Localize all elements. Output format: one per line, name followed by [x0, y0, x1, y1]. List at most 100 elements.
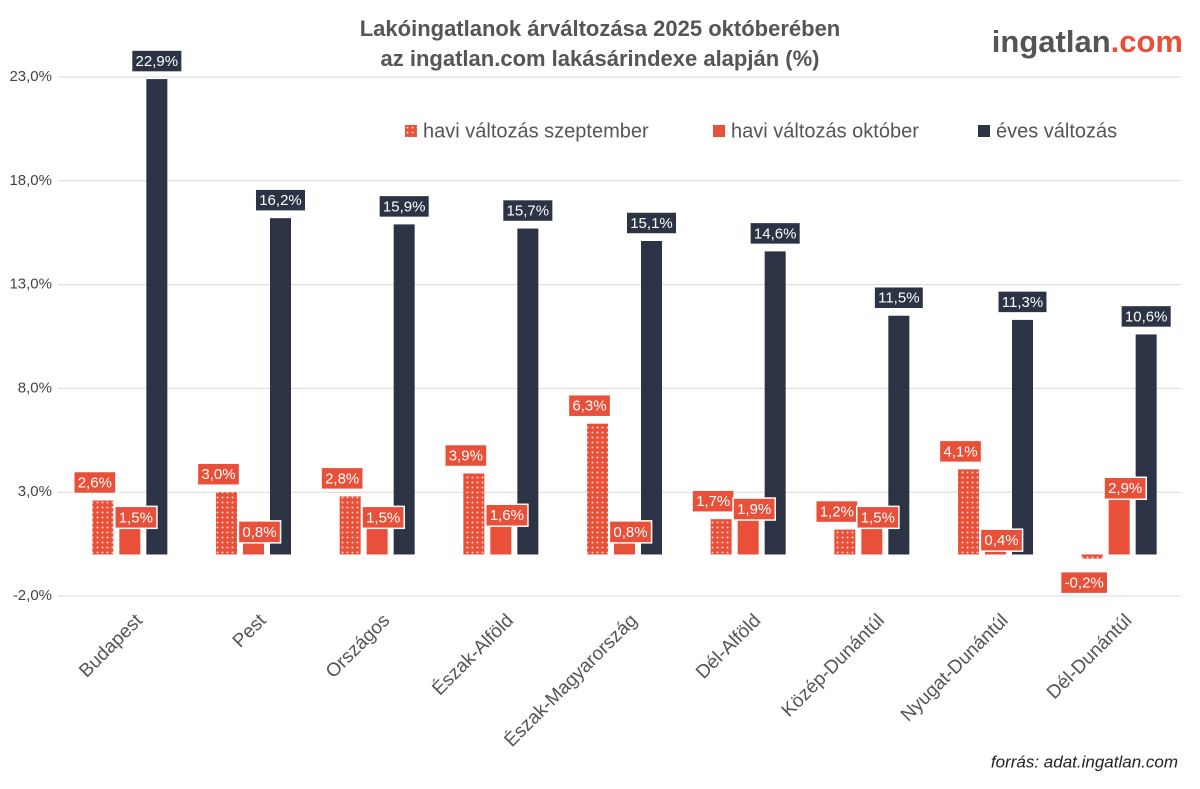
bar — [1012, 319, 1033, 555]
bar — [339, 496, 361, 555]
value-label: 2,8% — [320, 466, 365, 491]
value-label-box — [979, 528, 1024, 552]
value-label-box — [72, 470, 117, 495]
value-label-text: 16,2% — [259, 192, 302, 209]
x-tick-label: Nyugat-Dunántúl — [897, 610, 1013, 726]
x-tick-label: Budapest — [75, 610, 147, 682]
value-label: 3,9% — [443, 443, 488, 468]
value-label: 15,1% — [625, 211, 678, 235]
value-label: 1,7% — [691, 489, 736, 513]
bar — [710, 519, 732, 555]
value-label: 2,6% — [72, 470, 117, 495]
bar — [463, 473, 485, 555]
y-tick-label: 18,0% — [9, 172, 52, 189]
y-tick-label: -2,0% — [13, 587, 52, 604]
value-label: 1,5% — [855, 505, 900, 530]
value-label-text: 11,5% — [878, 290, 919, 307]
value-label-text: 1,7% — [696, 493, 730, 510]
bar — [587, 423, 608, 555]
value-label-text: 22,9% — [136, 53, 179, 70]
bar — [1135, 334, 1157, 555]
value-label-box — [130, 49, 183, 73]
value-label: 6,3% — [567, 393, 612, 418]
value-label-text: 1,5% — [366, 509, 400, 526]
value-label-text: 0,4% — [984, 532, 1018, 549]
legend-label: havi változás szeptember — [423, 120, 649, 142]
logo: ingatlan.com — [992, 24, 1183, 59]
legend-label: havi változás október — [731, 120, 919, 142]
bar — [92, 500, 114, 555]
x-tick-label: Dél-Alföld — [692, 610, 765, 683]
value-label: 1,6% — [484, 503, 529, 528]
value-label-box — [196, 462, 241, 486]
bar — [1081, 554, 1103, 559]
value-label-text: -0,2% — [1065, 575, 1104, 592]
value-label: 15,7% — [501, 198, 554, 223]
value-label: 0,4% — [979, 528, 1024, 552]
value-label-box — [873, 285, 925, 310]
value-label-box — [855, 505, 900, 530]
legend-marker — [713, 125, 725, 137]
bar — [641, 241, 662, 555]
value-label-box — [1103, 476, 1148, 501]
value-label-text: 15,1% — [630, 215, 673, 232]
bar — [393, 224, 415, 555]
value-label: 1,2% — [814, 499, 859, 524]
value-label: 0,8% — [237, 520, 282, 544]
value-label: 2,9% — [1103, 476, 1148, 501]
bar — [270, 218, 291, 555]
value-label-box — [997, 290, 1048, 314]
y-tick-label: 3,0% — [18, 483, 52, 500]
legend-marker — [405, 125, 417, 137]
value-label: 10,6% — [1120, 304, 1173, 329]
x-tick-label: Pest — [229, 610, 271, 652]
value-label-text: 1,5% — [861, 509, 895, 526]
value-label: 16,2% — [254, 188, 307, 212]
chart-title: Lakóingatlanok árváltozása 2025 októberé… — [360, 16, 841, 41]
bar — [1108, 494, 1130, 555]
value-label-box — [484, 503, 529, 528]
value-label-box — [625, 211, 678, 235]
value-label-box — [608, 520, 653, 544]
logo-name: ingatlan — [992, 24, 1111, 59]
value-label-box — [501, 198, 554, 223]
value-label-box — [1059, 570, 1109, 595]
value-label-text: 6,3% — [572, 398, 606, 415]
chart-title: az ingatlan.com lakásárindexe alapján (%… — [381, 46, 820, 71]
value-label: 22,9% — [130, 49, 183, 73]
value-label-text: 3,0% — [201, 466, 235, 483]
value-label-text: 1,5% — [119, 509, 153, 526]
y-tick-label: 13,0% — [9, 276, 52, 293]
y-tick-label: 23,0% — [9, 68, 52, 85]
logo-suffix: .com — [1111, 24, 1183, 59]
bar — [216, 492, 237, 555]
y-tick-label: 8,0% — [18, 379, 52, 396]
bar — [888, 315, 910, 555]
x-tick-label: Közép-Dunántúl — [778, 610, 889, 721]
value-label-text: 3,9% — [449, 447, 483, 464]
value-label-text: 1,6% — [490, 507, 524, 524]
value-label-text: 0,8% — [242, 524, 276, 541]
value-label: 11,5% — [873, 285, 925, 310]
legend-marker — [978, 125, 990, 137]
value-label-box — [378, 194, 431, 219]
value-label-text: 2,6% — [78, 474, 112, 491]
value-label: 11,3% — [997, 290, 1048, 314]
value-label: 1,9% — [732, 497, 777, 521]
bar — [490, 521, 512, 555]
bar — [366, 523, 388, 555]
x-tick-label: Észak-Alföld — [428, 610, 518, 700]
value-label-text: 11,3% — [1002, 294, 1043, 311]
value-label-box — [443, 443, 488, 468]
value-label-box — [1120, 304, 1173, 329]
value-label-box — [361, 505, 406, 530]
bar — [517, 228, 539, 555]
value-label: 14,6% — [749, 221, 802, 246]
x-tick-label: Országos — [322, 610, 394, 682]
value-label-text: 1,2% — [820, 504, 854, 521]
value-label-text: 1,9% — [737, 501, 771, 518]
value-label-text: 0,8% — [613, 524, 647, 541]
bar — [834, 529, 856, 555]
